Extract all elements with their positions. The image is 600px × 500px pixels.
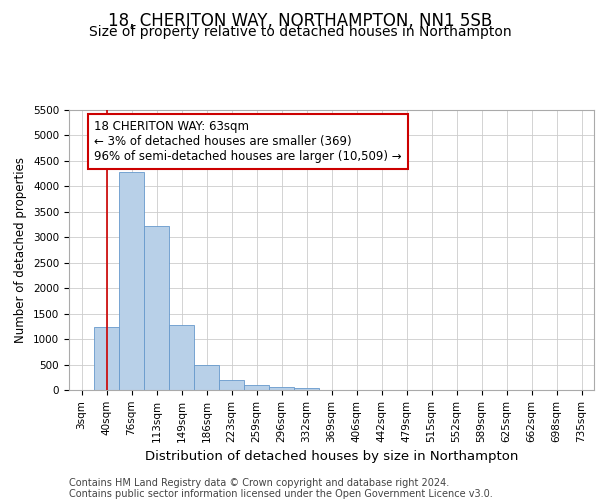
Text: Size of property relative to detached houses in Northampton: Size of property relative to detached ho… bbox=[89, 25, 511, 39]
Bar bbox=[119, 172, 144, 390]
Text: Contains HM Land Registry data © Crown copyright and database right 2024.: Contains HM Land Registry data © Crown c… bbox=[69, 478, 449, 488]
Text: 18 CHERITON WAY: 63sqm
← 3% of detached houses are smaller (369)
96% of semi-det: 18 CHERITON WAY: 63sqm ← 3% of detached … bbox=[94, 120, 401, 163]
Bar bbox=[244, 385, 269, 390]
X-axis label: Distribution of detached houses by size in Northampton: Distribution of detached houses by size … bbox=[145, 450, 518, 463]
Bar bbox=[94, 328, 119, 390]
Bar bbox=[269, 387, 294, 390]
Bar bbox=[294, 388, 319, 390]
Bar bbox=[169, 325, 194, 390]
Bar bbox=[194, 365, 219, 390]
Y-axis label: Number of detached properties: Number of detached properties bbox=[14, 157, 28, 343]
Text: Contains public sector information licensed under the Open Government Licence v3: Contains public sector information licen… bbox=[69, 489, 493, 499]
Bar bbox=[144, 226, 169, 390]
Bar bbox=[219, 380, 244, 390]
Text: 18, CHERITON WAY, NORTHAMPTON, NN1 5SB: 18, CHERITON WAY, NORTHAMPTON, NN1 5SB bbox=[108, 12, 492, 30]
